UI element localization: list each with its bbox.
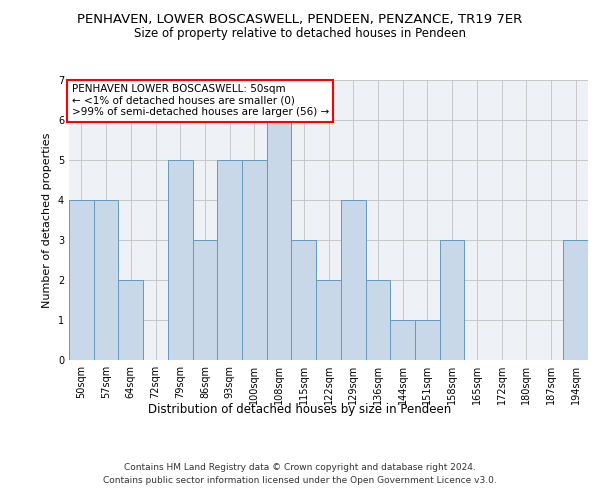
Bar xyxy=(168,160,193,360)
Bar xyxy=(341,200,365,360)
Bar xyxy=(193,240,217,360)
Bar xyxy=(242,160,267,360)
Y-axis label: Number of detached properties: Number of detached properties xyxy=(43,132,52,308)
Bar xyxy=(415,320,440,360)
Text: Size of property relative to detached houses in Pendeen: Size of property relative to detached ho… xyxy=(134,28,466,40)
Bar xyxy=(440,240,464,360)
Text: Contains public sector information licensed under the Open Government Licence v3: Contains public sector information licen… xyxy=(103,476,497,485)
Bar xyxy=(267,120,292,360)
Bar xyxy=(365,280,390,360)
Bar xyxy=(69,200,94,360)
Bar xyxy=(316,280,341,360)
Bar xyxy=(217,160,242,360)
Text: Distribution of detached houses by size in Pendeen: Distribution of detached houses by size … xyxy=(148,402,452,415)
Bar xyxy=(390,320,415,360)
Bar xyxy=(563,240,588,360)
Text: PENHAVEN LOWER BOSCASWELL: 50sqm
← <1% of detached houses are smaller (0)
>99% o: PENHAVEN LOWER BOSCASWELL: 50sqm ← <1% o… xyxy=(71,84,329,117)
Bar xyxy=(94,200,118,360)
Bar xyxy=(292,240,316,360)
Text: PENHAVEN, LOWER BOSCASWELL, PENDEEN, PENZANCE, TR19 7ER: PENHAVEN, LOWER BOSCASWELL, PENDEEN, PEN… xyxy=(77,12,523,26)
Text: Contains HM Land Registry data © Crown copyright and database right 2024.: Contains HM Land Registry data © Crown c… xyxy=(124,462,476,471)
Bar xyxy=(118,280,143,360)
